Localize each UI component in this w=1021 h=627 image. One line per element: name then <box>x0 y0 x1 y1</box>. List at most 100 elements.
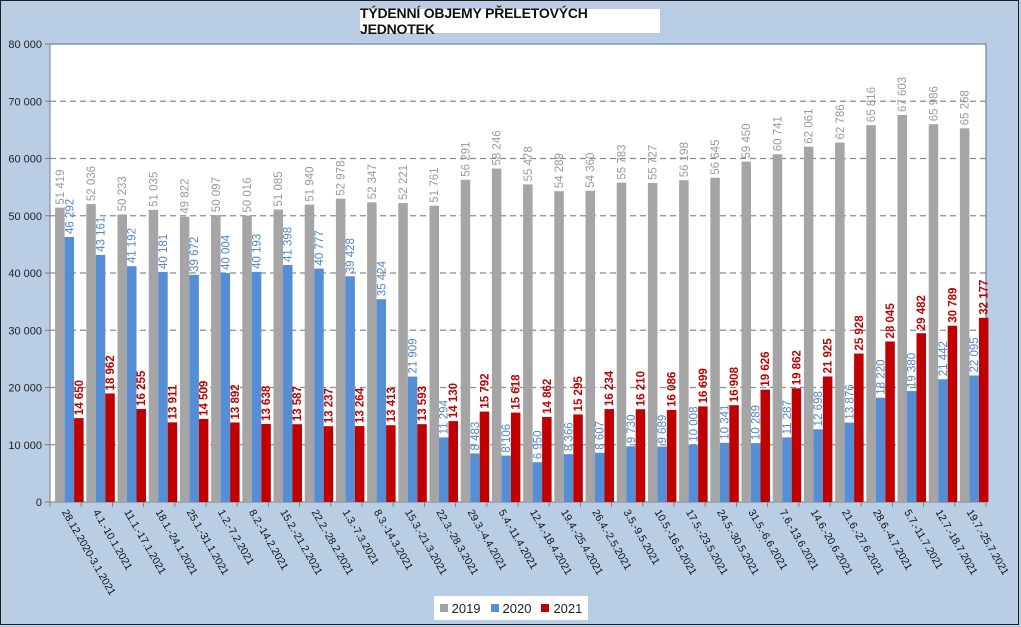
bar-2019 <box>273 209 283 502</box>
bar-2021 <box>791 388 802 502</box>
bar-2020 <box>220 272 231 502</box>
bar-2019 <box>491 168 502 502</box>
data-label-2020: 9 689 <box>657 415 669 444</box>
data-label-2019: 54 289 <box>554 153 566 188</box>
data-label-2021: 15 792 <box>479 373 491 408</box>
data-label-2021: 29 482 <box>916 295 928 330</box>
chart-title: TÝDENNÍ OBJEMY PŘELETOVÝCH JEDNOTEK <box>359 5 661 37</box>
data-label-2021: 16 908 <box>729 366 741 402</box>
y-tick-label: 0 <box>36 497 42 509</box>
data-label-2021: 13 911 <box>167 384 179 419</box>
data-label-2019: 51 419 <box>55 169 67 204</box>
data-label-2021: 21 925 <box>823 338 835 374</box>
bar-2020 <box>907 391 917 502</box>
bar-2021 <box>198 418 209 502</box>
data-label-2019: 65 986 <box>928 86 940 121</box>
bar-2021 <box>635 409 646 502</box>
data-label-2019: 49 822 <box>180 179 192 214</box>
data-label-2021: 25 928 <box>854 315 866 351</box>
legend-item-2021: 2021 <box>541 601 582 616</box>
bar-2021 <box>604 409 614 502</box>
data-label-2020: 11 294 <box>439 399 451 434</box>
data-label-2019: 60 741 <box>772 116 784 151</box>
legend-swatch-2021 <box>541 604 550 612</box>
legend-swatch-2019 <box>439 604 448 612</box>
bar-2019 <box>429 205 439 502</box>
bar-2020 <box>314 268 324 502</box>
bar-2020 <box>595 452 605 502</box>
data-label-2020: 18 220 <box>876 360 888 395</box>
bar-2020 <box>345 276 355 502</box>
bar-2021 <box>760 389 770 502</box>
y-tick-label: 50 000 <box>8 211 42 223</box>
bar-2019 <box>928 124 939 502</box>
y-tick-label: 40 000 <box>8 268 42 280</box>
data-label-2019: 65 268 <box>960 90 972 125</box>
data-label-2020: 41 398 <box>283 227 295 262</box>
bar-2019 <box>242 215 252 503</box>
data-label-2019: 52 978 <box>336 161 348 196</box>
data-label-2019: 51 761 <box>429 167 441 202</box>
data-label-2021: 18 962 <box>105 355 117 390</box>
bar-2020 <box>563 454 574 502</box>
y-tick-label: 60 000 <box>8 154 42 166</box>
bar-2019 <box>335 198 346 503</box>
bar-2021 <box>292 424 302 502</box>
data-label-2021: 19 626 <box>760 351 772 386</box>
bar-2020 <box>64 236 75 502</box>
data-label-2019: 58 246 <box>492 130 504 165</box>
data-label-2021: 15 618 <box>511 374 523 410</box>
data-label-2020: 21 909 <box>408 338 420 373</box>
data-label-2019: 55 478 <box>523 146 535 181</box>
data-label-2021: 13 413 <box>386 387 398 422</box>
bar-2019 <box>772 154 783 502</box>
bar-2021 <box>323 426 334 502</box>
bar-2019 <box>897 114 907 502</box>
bar-2019 <box>585 190 595 502</box>
bar-2021 <box>354 426 365 502</box>
data-label-2020: 40 777 <box>314 230 326 265</box>
bar-2021 <box>822 376 833 502</box>
legend-item-2019: 2019 <box>439 601 481 616</box>
data-label-2019: 52 347 <box>367 164 379 199</box>
data-label-2019: 52 036 <box>86 166 98 201</box>
data-label-2019: 50 016 <box>242 177 254 212</box>
data-label-2019: 62 061 <box>804 109 816 144</box>
data-label-2019: 51 085 <box>273 171 285 206</box>
bar-2019 <box>367 202 377 503</box>
data-label-2021: 16 234 <box>604 370 616 406</box>
bar-2020 <box>626 446 636 502</box>
data-label-2019: 67 603 <box>897 77 909 112</box>
bar-2019 <box>679 180 689 502</box>
legend-label-2021: 2021 <box>553 600 583 616</box>
data-label-2019: 51 940 <box>304 166 316 201</box>
bar-2019 <box>866 125 876 502</box>
data-label-2020: 8 607 <box>595 421 607 450</box>
bar-2021 <box>978 317 989 502</box>
bar-2021 <box>885 341 895 502</box>
data-label-2020: 40 181 <box>158 234 170 269</box>
y-tick-label: 80 000 <box>8 39 42 51</box>
data-label-2020: 43 161 <box>96 217 108 252</box>
data-label-2019: 55 727 <box>648 145 660 180</box>
y-tick-label: 20 000 <box>8 383 42 395</box>
data-label-2019: 50 233 <box>117 176 129 211</box>
bar-2021 <box>542 416 552 502</box>
bar-2019 <box>55 207 65 502</box>
bar-2020 <box>813 429 823 502</box>
data-label-2021: 13 892 <box>230 384 242 419</box>
y-tick-label: 70 000 <box>8 96 42 108</box>
data-label-2019: 59 450 <box>741 123 753 158</box>
bar-2021 <box>854 353 864 502</box>
data-label-2021: 13 587 <box>292 386 304 421</box>
bar-2019 <box>117 214 127 502</box>
data-label-2020: 46 292 <box>64 199 76 234</box>
data-label-2020: 10 341 <box>720 405 732 440</box>
bar-2021 <box>448 421 458 502</box>
data-label-2021: 13 237 <box>323 388 335 423</box>
bar-2021 <box>74 418 84 502</box>
data-label-2019: 55 783 <box>616 144 628 179</box>
bar-2020 <box>875 397 886 502</box>
data-label-2020: 11 287 <box>782 400 794 434</box>
bar-2020 <box>439 437 449 502</box>
